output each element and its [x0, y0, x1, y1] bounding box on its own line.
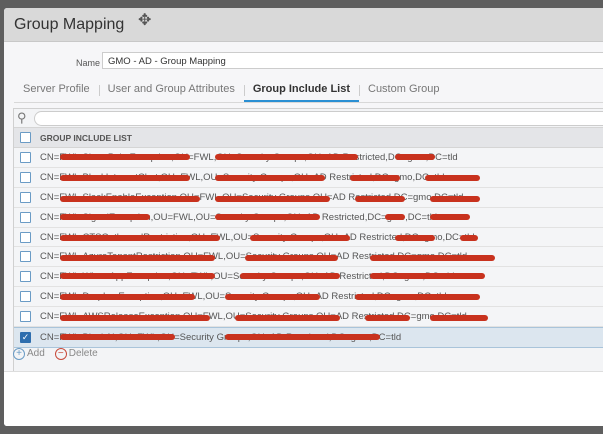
row-checkbox[interactable]	[20, 171, 31, 183]
row-checkbox[interactable]	[20, 151, 31, 163]
row-checkbox[interactable]	[20, 291, 31, 303]
redaction-mark	[350, 174, 400, 181]
redaction-mark	[245, 255, 338, 262]
select-all-checkbox[interactable]	[20, 132, 31, 143]
tab-bar: Server Profile User and Group Attributes…	[14, 80, 603, 103]
redaction-mark	[370, 273, 485, 280]
name-label: Name	[76, 58, 101, 68]
redaction-mark	[60, 294, 195, 301]
row-checkbox[interactable]	[20, 211, 31, 223]
redaction-mark	[385, 213, 405, 220]
table-row[interactable]: ✓ CN=FWL-BlockAI,OU=FWL,OU=Security Group…	[14, 327, 603, 348]
redaction-mark	[430, 195, 480, 202]
table-row[interactable]: CN=FWL-BlockInternetChat,OU=FWL,OU=Secur…	[14, 167, 603, 188]
redaction-mark	[215, 213, 320, 220]
redaction-mark	[330, 154, 358, 160]
column-header-group-include-list: GROUP INCLUDE LIST	[40, 132, 132, 143]
dialog-title: Group Mapping	[14, 16, 125, 33]
group-include-table: ⚲ GROUP INCLUDE LIST CN=FWL-SharePointEx…	[13, 108, 603, 372]
tab-custom-group[interactable]: Custom Group	[359, 80, 449, 102]
redaction-mark	[235, 315, 340, 322]
table-row[interactable]: CN=FWL-WhatsAppException,OU=FWL,OU=Secur…	[14, 267, 603, 288]
redaction-mark	[240, 273, 340, 280]
redaction-mark	[215, 154, 335, 160]
group-dn: CN=FWL-BlockAI,OU=FWL,OU=Security Groups…	[40, 331, 402, 343]
redaction-mark	[60, 273, 215, 280]
row-checkbox[interactable]	[20, 231, 31, 243]
tab-server-profile[interactable]: Server Profile	[23, 83, 90, 95]
row-checkbox[interactable]	[20, 191, 31, 203]
table-header: GROUP INCLUDE LIST	[14, 127, 603, 148]
dialog-bottom	[4, 371, 603, 426]
redaction-mark	[355, 294, 480, 301]
search-input[interactable]	[34, 111, 603, 126]
redaction-mark	[60, 174, 190, 181]
redaction-mark	[215, 195, 330, 202]
redaction-mark	[355, 195, 405, 202]
table-row[interactable]: CN=FWL-SlackEnableException,OU=FWL,OU=Se…	[14, 187, 603, 208]
minus-circle-icon: −	[54, 348, 67, 360]
redaction-mark	[60, 195, 200, 202]
search-icon: ⚲	[17, 110, 27, 125]
table-row[interactable]: CN=FWL-AWSReleaseException,OU=FWL,OU=Sec…	[14, 307, 603, 328]
redaction-mark	[250, 234, 350, 241]
redaction-mark	[225, 334, 380, 341]
delete-button[interactable]: − Delete	[54, 348, 98, 360]
table-row[interactable]: CN=FWL-CTSOutboundRestriction,OU=FWL,OU=…	[14, 227, 603, 248]
redaction-mark	[430, 213, 470, 220]
name-input[interactable]: GMO - AD - Group Mapping	[102, 52, 603, 69]
table-row[interactable]: CN=FWL-SignalException,OU=FWL,OU=Securit…	[14, 207, 603, 228]
add-button[interactable]: + Add	[13, 348, 45, 360]
row-checkbox[interactable]: ✓	[20, 331, 31, 343]
redaction-mark	[430, 315, 488, 322]
redaction-mark	[60, 315, 210, 322]
redaction-mark	[60, 255, 215, 262]
tab-user-and-group-attributes[interactable]: User and Group Attributes	[98, 80, 244, 102]
redaction-mark	[60, 334, 175, 341]
move-icon[interactable]: ✥	[138, 12, 152, 29]
redaction-mark	[215, 174, 325, 181]
redaction-mark	[395, 154, 435, 160]
row-checkbox[interactable]	[20, 251, 31, 263]
redaction-mark	[60, 234, 220, 241]
dialog-titlebar[interactable]: Group Mapping ✥	[4, 8, 603, 42]
redaction-mark	[60, 213, 150, 220]
table-row[interactable]: CN=FWL-AzureTenantRestriction,OU=FWL,OU=…	[14, 247, 603, 268]
plus-circle-icon: +	[13, 348, 25, 360]
redaction-mark	[460, 234, 478, 241]
redaction-mark	[370, 255, 495, 262]
redaction-mark	[425, 174, 480, 181]
row-checkbox[interactable]	[20, 311, 31, 323]
tab-group-include-list[interactable]: Group Include List	[243, 80, 359, 102]
redaction-mark	[60, 154, 190, 160]
table-row[interactable]: CN=FWL-SharePointException,OU=FWL,OU=Sec…	[14, 148, 603, 168]
redaction-mark	[395, 234, 435, 241]
redaction-mark	[225, 294, 320, 301]
table-row[interactable]: CN=FWL-DropboxException,OU=FWL,OU=Securi…	[14, 287, 603, 308]
redaction-mark	[365, 315, 410, 322]
group-mapping-dialog: Group Mapping ✥ Name GMO - AD - Group Ma…	[4, 8, 603, 426]
row-checkbox[interactable]	[20, 271, 31, 283]
